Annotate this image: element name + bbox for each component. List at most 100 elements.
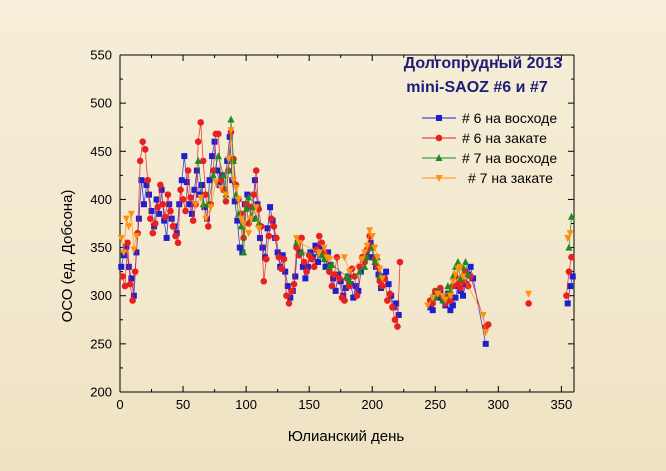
data-point bbox=[308, 255, 315, 263]
data-point bbox=[199, 157, 207, 165]
data-point bbox=[146, 215, 154, 222]
data-point bbox=[386, 290, 394, 298]
series-4 bbox=[117, 127, 574, 337]
data-point bbox=[335, 271, 342, 278]
data-point bbox=[130, 246, 138, 254]
data-point bbox=[383, 268, 390, 275]
data-point bbox=[264, 225, 271, 232]
data-point bbox=[141, 146, 149, 153]
data-point bbox=[371, 258, 379, 266]
data-point bbox=[310, 263, 318, 271]
data-point bbox=[247, 215, 255, 223]
data-point bbox=[212, 179, 220, 187]
data-point bbox=[143, 181, 150, 188]
data-point bbox=[303, 268, 310, 275]
data-point bbox=[222, 191, 230, 199]
x-tick-label: 250 bbox=[424, 397, 446, 412]
data-point bbox=[333, 253, 341, 261]
data-point bbox=[288, 287, 295, 295]
data-point bbox=[219, 171, 227, 179]
data-point bbox=[482, 340, 489, 347]
data-point bbox=[153, 196, 160, 203]
data-point bbox=[240, 248, 248, 256]
data-point bbox=[293, 234, 301, 242]
data-point bbox=[457, 284, 464, 292]
legend-label: # 7 на закате bbox=[468, 170, 553, 186]
data-point bbox=[240, 234, 247, 242]
data-point bbox=[144, 176, 152, 184]
data-point bbox=[148, 207, 155, 214]
legend-swatch-marker bbox=[435, 154, 443, 161]
y-tick-label: 350 bbox=[90, 240, 112, 255]
data-point bbox=[275, 253, 283, 261]
data-point bbox=[230, 156, 237, 164]
data-point bbox=[358, 256, 366, 264]
legend-item: # 6 на закате bbox=[422, 130, 547, 146]
data-point bbox=[284, 283, 291, 290]
data-point bbox=[283, 292, 290, 300]
data-point bbox=[172, 232, 179, 240]
data-point bbox=[484, 321, 492, 328]
data-point bbox=[566, 230, 574, 238]
data-point bbox=[396, 258, 404, 266]
data-point bbox=[236, 244, 243, 251]
data-point bbox=[353, 292, 361, 300]
data-point bbox=[290, 280, 298, 288]
data-point bbox=[211, 138, 218, 145]
data-point bbox=[187, 194, 194, 201]
data-point bbox=[325, 249, 332, 256]
data-point bbox=[280, 255, 288, 263]
series-layer bbox=[117, 115, 576, 347]
legend-item: # 7 на закате bbox=[422, 170, 553, 186]
data-point bbox=[224, 155, 232, 163]
data-point bbox=[467, 263, 474, 270]
data-point bbox=[197, 194, 205, 202]
data-point bbox=[355, 287, 362, 294]
data-point bbox=[186, 201, 193, 208]
data-point bbox=[302, 275, 309, 282]
data-point bbox=[326, 268, 333, 275]
data-point bbox=[451, 271, 459, 279]
data-point bbox=[227, 115, 235, 123]
data-point bbox=[563, 292, 570, 300]
data-point bbox=[124, 239, 131, 247]
x-tick-label: 100 bbox=[235, 397, 257, 412]
data-point bbox=[262, 255, 270, 263]
legend-label: # 7 на восходе bbox=[462, 150, 557, 166]
data-point bbox=[343, 272, 351, 280]
data-point bbox=[318, 251, 326, 259]
chart-title: Долгопрудный 2013 bbox=[404, 55, 563, 72]
data-point bbox=[299, 263, 306, 270]
data-point bbox=[217, 176, 225, 184]
data-point bbox=[184, 167, 192, 174]
data-point bbox=[363, 253, 371, 261]
data-point bbox=[332, 287, 339, 294]
data-point bbox=[182, 207, 189, 215]
data-point bbox=[207, 204, 215, 212]
data-point bbox=[322, 263, 329, 270]
data-point bbox=[482, 329, 490, 337]
data-point bbox=[371, 244, 379, 252]
data-point bbox=[565, 243, 573, 251]
data-point bbox=[525, 300, 532, 307]
legend: # 6 на восходе # 6 на закате # 7 на восход… bbox=[422, 110, 557, 186]
data-point bbox=[164, 191, 172, 198]
data-point bbox=[361, 262, 369, 270]
data-point bbox=[202, 215, 210, 223]
data-point bbox=[163, 234, 170, 241]
data-point bbox=[525, 290, 533, 298]
data-point bbox=[567, 283, 574, 290]
data-point bbox=[194, 156, 202, 164]
data-point bbox=[188, 210, 195, 217]
data-point bbox=[268, 215, 275, 222]
data-point bbox=[366, 227, 374, 235]
data-point bbox=[138, 177, 145, 184]
data-point bbox=[235, 196, 243, 204]
data-point bbox=[447, 297, 454, 304]
data-point bbox=[250, 191, 257, 198]
data-point bbox=[330, 275, 337, 282]
data-point bbox=[270, 223, 278, 230]
data-point bbox=[231, 198, 238, 205]
data-point bbox=[217, 184, 225, 192]
data-point bbox=[356, 263, 363, 271]
